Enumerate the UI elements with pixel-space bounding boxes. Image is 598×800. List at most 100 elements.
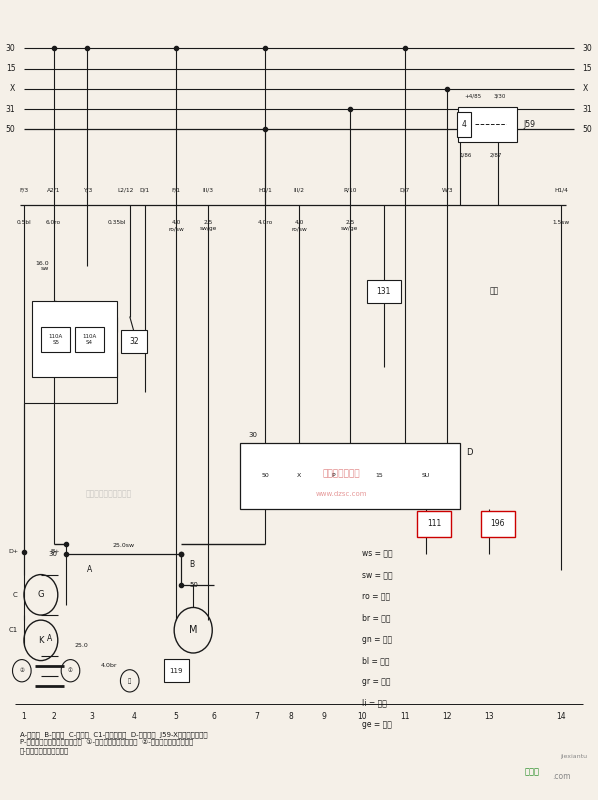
Text: 7: 7: [254, 712, 259, 721]
Text: K: K: [38, 636, 44, 645]
Text: 9: 9: [322, 712, 327, 721]
Text: ⑲: ⑲: [128, 678, 132, 684]
Text: 4.0
ro/sw: 4.0 ro/sw: [291, 220, 307, 231]
Text: R/10: R/10: [343, 187, 356, 193]
Text: 13: 13: [484, 712, 494, 721]
Text: 4.0br: 4.0br: [100, 663, 117, 668]
Text: sw = 黑色: sw = 黑色: [362, 571, 393, 580]
Text: 15: 15: [582, 64, 592, 73]
Text: P: P: [123, 334, 128, 344]
Text: 31: 31: [582, 105, 592, 114]
Text: L2/12: L2/12: [117, 187, 134, 193]
Text: H1/4: H1/4: [554, 187, 568, 193]
Text: br = 棕色: br = 棕色: [362, 614, 391, 622]
Text: gn = 绿色: gn = 绿色: [362, 635, 393, 644]
Text: 50: 50: [582, 125, 592, 134]
Text: W/3: W/3: [441, 187, 453, 193]
Text: 1.0gr: 1.0gr: [426, 519, 443, 524]
Text: A-蓄电池  B-启动机  C-发电机  C1-电压调节器  D-点火开关  J59-X触点卸荷继电器
P-主保险丝盒，位于蓄电池上方  ①-接地点，蓄电池一车: A-蓄电池 B-启动机 C-发电机 C1-电压调节器 D-点火开关 J59-X触…: [20, 731, 208, 754]
Text: X: X: [582, 84, 588, 94]
Text: 30: 30: [6, 44, 16, 53]
Text: 6.0ro: 6.0ro: [46, 220, 61, 226]
Text: P: P: [331, 474, 335, 478]
Text: 8: 8: [288, 712, 293, 721]
Text: A: A: [87, 565, 93, 574]
Text: 5: 5: [174, 712, 179, 721]
Text: 15: 15: [376, 474, 383, 478]
Text: C: C: [13, 592, 17, 598]
Text: D: D: [466, 448, 472, 457]
Text: X: X: [10, 84, 16, 94]
Text: J59: J59: [523, 120, 535, 129]
Text: A2/1: A2/1: [47, 187, 60, 193]
Text: 32: 32: [129, 338, 139, 346]
Text: gr = 灰色: gr = 灰色: [362, 678, 391, 686]
Text: ge = 黄色: ge = 黄色: [362, 720, 392, 729]
Text: ②: ②: [19, 668, 25, 674]
Text: 1.5sw: 1.5sw: [553, 220, 570, 226]
Bar: [121, 330, 147, 353]
Bar: [32, 302, 117, 378]
Text: X: X: [297, 474, 301, 478]
Bar: [41, 326, 71, 352]
Text: 119: 119: [169, 668, 183, 674]
Text: www.dzsc.com: www.dzsc.com: [316, 490, 367, 497]
Text: 30: 30: [49, 551, 58, 558]
Bar: [457, 106, 517, 142]
Text: 2.5
sw/ge: 2.5 sw/ge: [341, 220, 358, 231]
Text: 1: 1: [22, 712, 26, 721]
Text: H1/1: H1/1: [258, 187, 272, 193]
Text: 50: 50: [6, 125, 16, 134]
Bar: [481, 511, 515, 537]
Text: 16.0
sw: 16.0 sw: [36, 261, 49, 271]
Bar: [367, 280, 401, 302]
Text: 30: 30: [248, 432, 257, 438]
Text: D/7: D/7: [399, 187, 410, 193]
Text: III/2: III/2: [294, 187, 304, 193]
Text: SU: SU: [422, 474, 430, 478]
Bar: [75, 326, 104, 352]
Text: +4/85: +4/85: [464, 94, 481, 99]
Bar: [240, 443, 460, 509]
Text: ws = 白色: ws = 白色: [362, 550, 393, 559]
Text: Y/3: Y/3: [83, 187, 92, 193]
Text: B: B: [189, 560, 194, 569]
Text: 3/30: 3/30: [494, 94, 506, 99]
Text: 31: 31: [6, 105, 16, 114]
Text: 杭州睿睿科技有限公司: 杭州睿睿科技有限公司: [86, 489, 132, 498]
Text: 3: 3: [89, 712, 94, 721]
Text: 2/87: 2/87: [489, 152, 502, 157]
Text: G: G: [38, 590, 44, 599]
Text: 30: 30: [582, 44, 592, 53]
Text: B+: B+: [50, 550, 60, 554]
Text: 14: 14: [557, 712, 566, 721]
Text: ①: ①: [68, 668, 73, 674]
Text: 50: 50: [261, 474, 269, 478]
Text: 1/86: 1/86: [460, 152, 472, 157]
Text: A: A: [47, 634, 52, 643]
Text: 4.0
ro/sw: 4.0 ro/sw: [169, 220, 184, 231]
Text: 6: 6: [212, 712, 217, 721]
Text: 25.0: 25.0: [75, 643, 89, 648]
Text: 15: 15: [6, 64, 16, 73]
Text: III/3: III/3: [203, 187, 213, 193]
Text: 131: 131: [377, 286, 391, 296]
Text: li = 紫色: li = 紫色: [362, 698, 388, 708]
Text: 空调: 空调: [489, 286, 499, 296]
Text: F/3: F/3: [19, 187, 29, 193]
Text: 4: 4: [462, 120, 466, 129]
Text: .com: .com: [552, 773, 570, 782]
Text: 10: 10: [358, 712, 367, 721]
Text: C1: C1: [8, 627, 17, 634]
Text: 0.5
hr/ro: 0.5 hr/ro: [495, 519, 509, 530]
Text: bl = 蓝色: bl = 蓝色: [362, 656, 390, 665]
Text: 110A
S4: 110A S4: [83, 334, 97, 345]
Text: 110A
S5: 110A S5: [48, 334, 63, 345]
Text: 4: 4: [132, 712, 136, 721]
Text: 0.5bl: 0.5bl: [17, 220, 31, 226]
Text: 50: 50: [189, 582, 198, 588]
Text: ro = 红色: ro = 红色: [362, 592, 390, 602]
Text: 0.35bl: 0.35bl: [108, 220, 126, 226]
Text: 2: 2: [51, 712, 56, 721]
Bar: [417, 511, 451, 537]
